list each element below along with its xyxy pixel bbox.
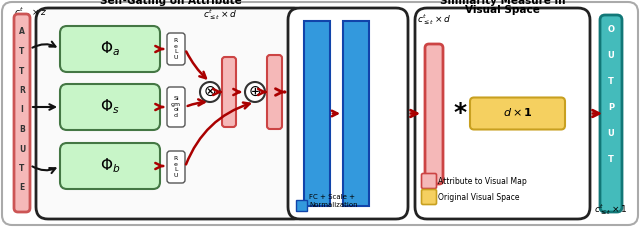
Text: T: T bbox=[19, 67, 25, 76]
Text: Visual Space: Visual Space bbox=[465, 5, 540, 15]
FancyBboxPatch shape bbox=[60, 84, 160, 130]
Text: $\oplus$: $\oplus$ bbox=[248, 84, 262, 99]
FancyBboxPatch shape bbox=[422, 190, 436, 205]
Text: R
e
L
U: R e L U bbox=[173, 38, 179, 60]
Text: $\Phi_a$: $\Phi_a$ bbox=[100, 40, 120, 58]
Text: *: * bbox=[453, 101, 467, 126]
FancyBboxPatch shape bbox=[167, 151, 185, 183]
Text: Attribute to Visual Map: Attribute to Visual Map bbox=[438, 177, 527, 185]
Bar bbox=[343, 21, 369, 206]
FancyBboxPatch shape bbox=[60, 26, 160, 72]
FancyBboxPatch shape bbox=[415, 8, 590, 219]
Text: Self-Gating on Attribute: Self-Gating on Attribute bbox=[100, 0, 242, 6]
Text: T: T bbox=[608, 76, 614, 86]
Text: O: O bbox=[607, 25, 614, 34]
FancyBboxPatch shape bbox=[222, 57, 236, 127]
Text: T: T bbox=[19, 47, 25, 56]
Text: U: U bbox=[19, 145, 25, 153]
Text: A: A bbox=[19, 27, 25, 37]
FancyBboxPatch shape bbox=[600, 15, 622, 212]
Bar bbox=[296, 200, 307, 211]
Text: FC + Scale +
Normalization: FC + Scale + Normalization bbox=[309, 194, 358, 208]
Text: $\Phi_s$: $\Phi_s$ bbox=[100, 98, 120, 116]
Text: $c^t_{\leq t} \times d$: $c^t_{\leq t} \times d$ bbox=[417, 12, 451, 27]
Text: Si
gm
oi
d: Si gm oi d bbox=[171, 96, 181, 118]
Text: $\Phi_b$: $\Phi_b$ bbox=[100, 157, 120, 175]
Text: I: I bbox=[20, 106, 24, 114]
Text: B: B bbox=[19, 125, 25, 134]
FancyBboxPatch shape bbox=[470, 98, 565, 129]
FancyBboxPatch shape bbox=[167, 33, 185, 65]
Text: R: R bbox=[19, 86, 25, 95]
Circle shape bbox=[200, 82, 220, 102]
Text: $c^t_{\leq t} \times 1$: $c^t_{\leq t} \times 1$ bbox=[595, 202, 628, 217]
Text: $d \times \mathbf{1}$: $d \times \mathbf{1}$ bbox=[502, 106, 532, 118]
Text: U: U bbox=[607, 128, 614, 138]
FancyBboxPatch shape bbox=[167, 87, 185, 127]
FancyBboxPatch shape bbox=[425, 44, 443, 184]
FancyBboxPatch shape bbox=[2, 2, 638, 225]
Text: T: T bbox=[19, 164, 25, 173]
Text: R
e
L
U: R e L U bbox=[173, 156, 179, 178]
Text: $c^t_{\leq t} \times z$: $c^t_{\leq t} \times z$ bbox=[14, 5, 47, 20]
FancyBboxPatch shape bbox=[267, 55, 282, 129]
FancyBboxPatch shape bbox=[36, 8, 306, 219]
Bar bbox=[304, 21, 330, 206]
Text: $\otimes$: $\otimes$ bbox=[204, 84, 217, 99]
Text: U: U bbox=[607, 50, 614, 59]
Text: Similarity Measure in: Similarity Measure in bbox=[440, 0, 565, 6]
Text: T: T bbox=[608, 155, 614, 163]
Text: P: P bbox=[608, 103, 614, 111]
FancyBboxPatch shape bbox=[288, 8, 408, 219]
FancyBboxPatch shape bbox=[14, 14, 30, 212]
Circle shape bbox=[245, 82, 265, 102]
Text: Original Visual Space: Original Visual Space bbox=[438, 192, 520, 202]
FancyBboxPatch shape bbox=[422, 173, 436, 188]
FancyBboxPatch shape bbox=[60, 143, 160, 189]
Text: E: E bbox=[19, 183, 24, 192]
Text: $c^t_{\leq t} \times d$: $c^t_{\leq t} \times d$ bbox=[203, 7, 237, 22]
